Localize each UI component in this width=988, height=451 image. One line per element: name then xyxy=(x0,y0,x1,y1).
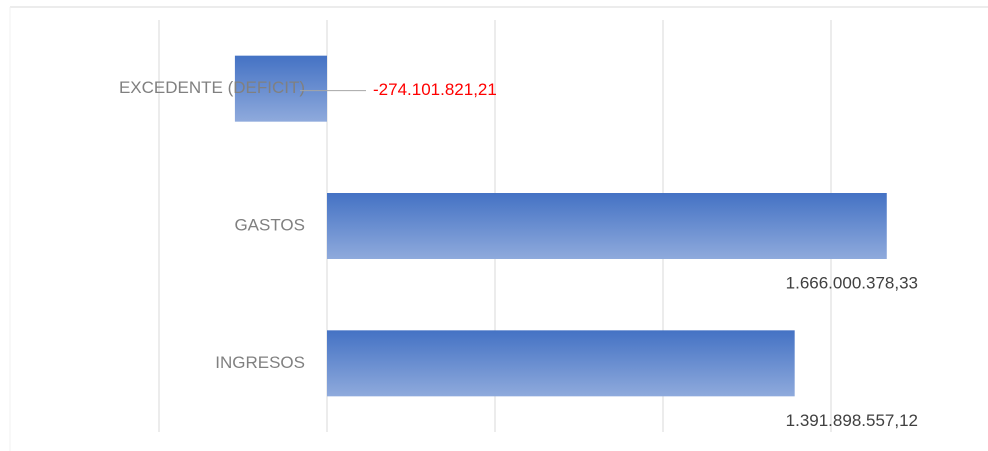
y-tick-label: INGRESOS xyxy=(215,353,305,372)
y-tick-label: EXCEDENTE (DEFICIT) xyxy=(119,78,305,97)
bar xyxy=(327,193,887,259)
data-label: -274.101.821,21 xyxy=(373,80,497,99)
data-label: 1.666.000.378,33 xyxy=(786,273,918,292)
data-label: 1.391.898.557,12 xyxy=(786,411,918,430)
bar xyxy=(327,330,795,397)
bar xyxy=(234,55,327,122)
y-tick-label: GASTOS xyxy=(234,215,305,234)
